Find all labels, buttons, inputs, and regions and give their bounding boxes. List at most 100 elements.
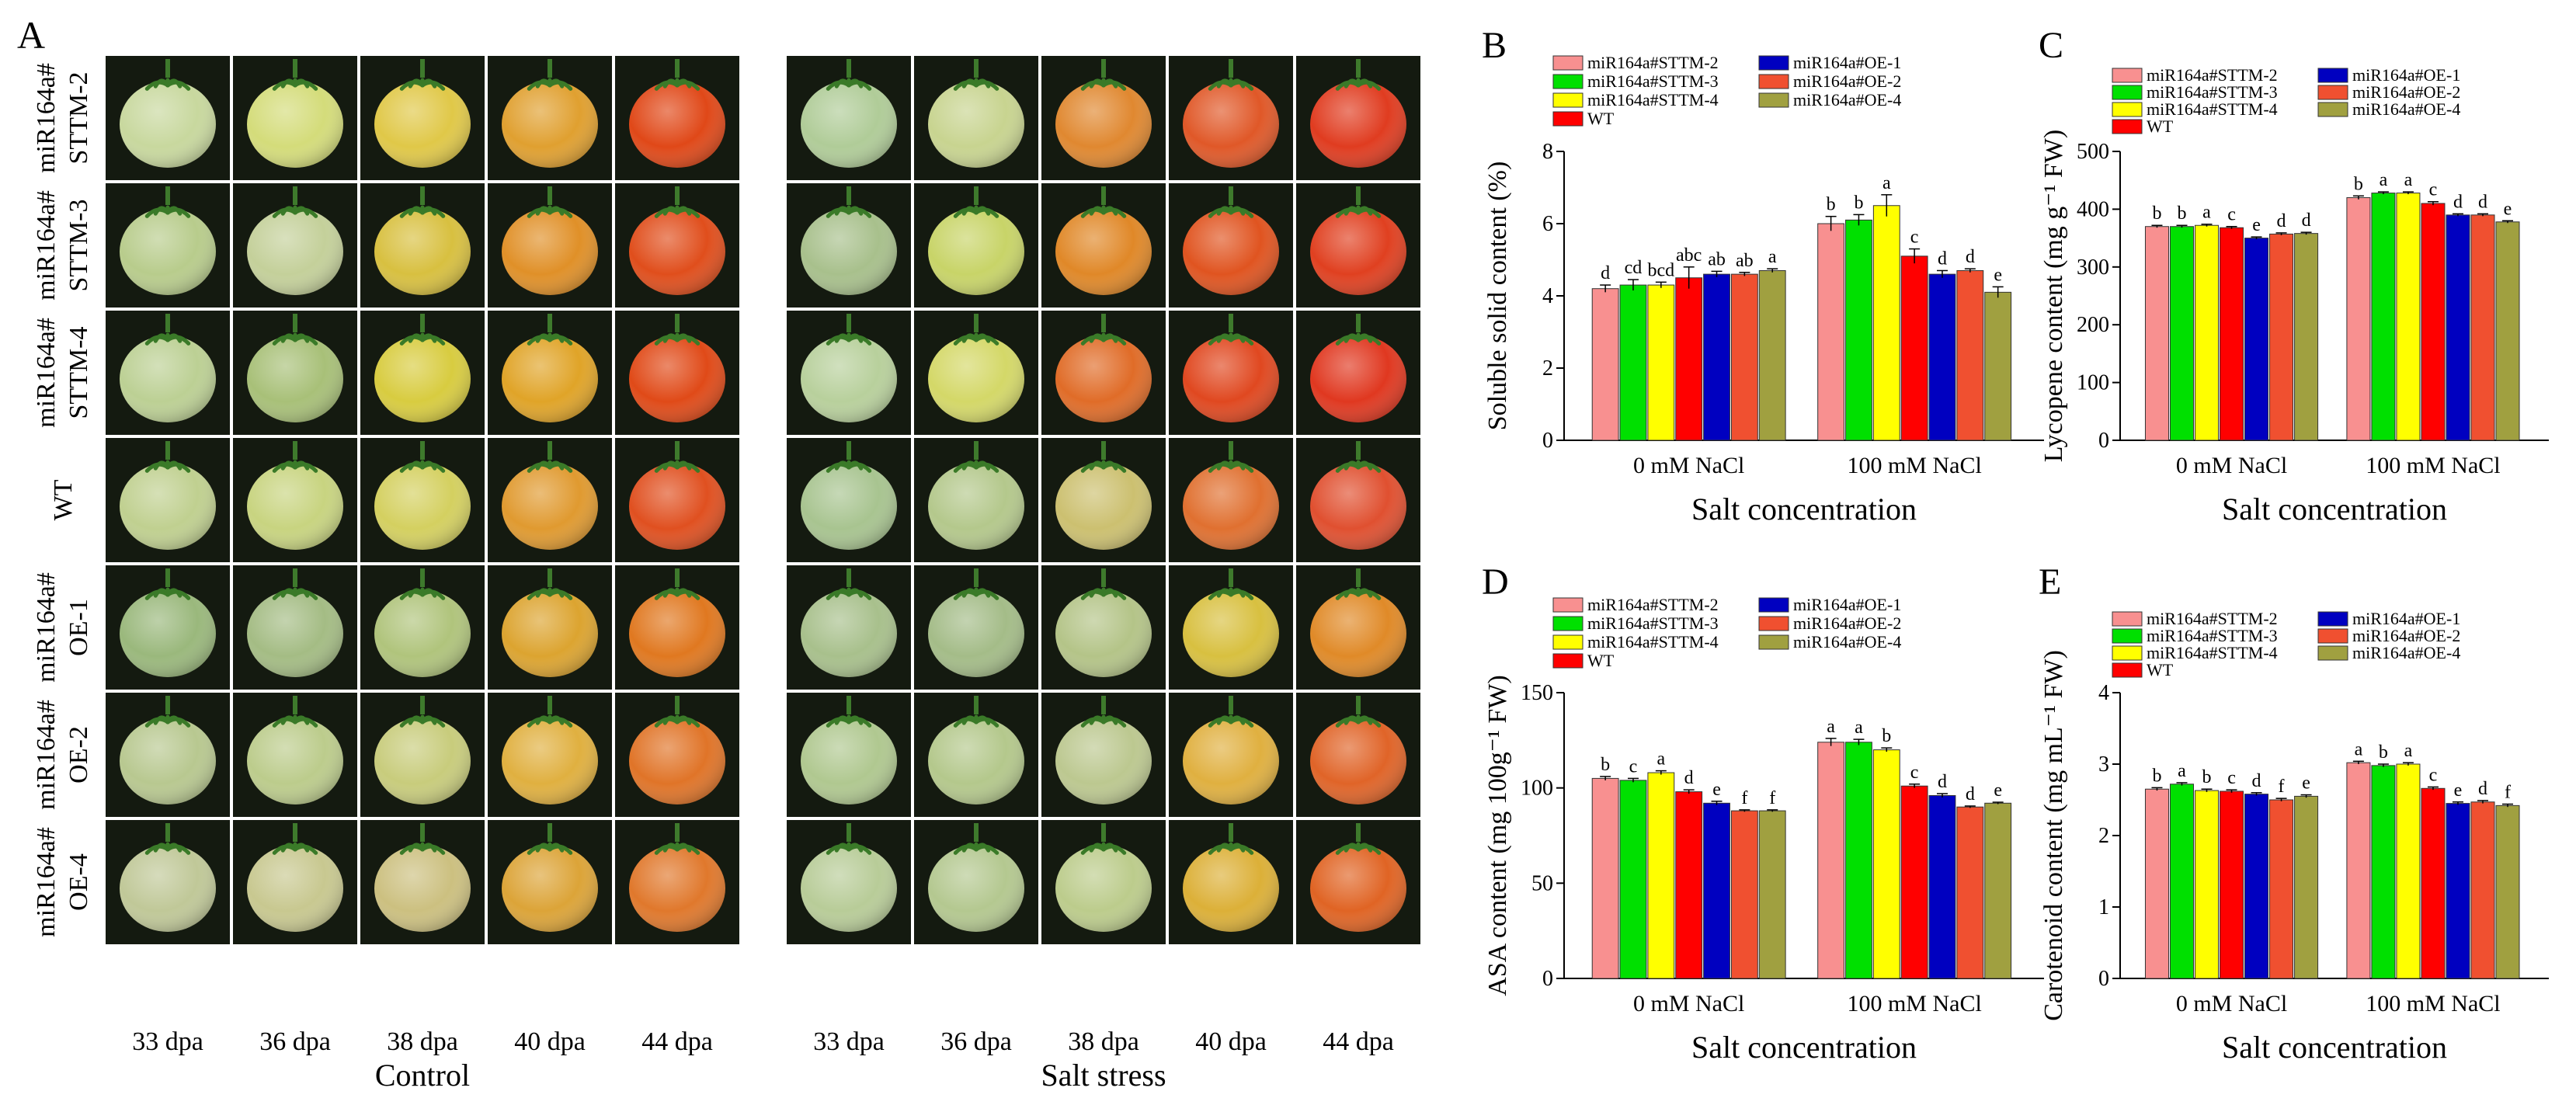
fruit-photo <box>615 565 739 690</box>
sepal <box>165 207 191 218</box>
stem <box>165 568 170 587</box>
fruit-shading <box>1310 81 1406 168</box>
x-axis-title: Salt concentration <box>2222 1030 2447 1065</box>
stem <box>974 696 979 714</box>
fruit-photo <box>1296 56 1420 180</box>
calyx <box>527 59 573 91</box>
fruit-shading <box>1310 208 1406 295</box>
y-tick-label: 100 <box>1521 777 1553 801</box>
legend-label: miR164a#OE-4 <box>2352 99 2460 119</box>
legend-label: miR164a#OE-1 <box>2352 65 2460 85</box>
stem <box>1356 314 1361 332</box>
sepal <box>1229 80 1254 91</box>
calyx <box>953 59 999 91</box>
stem <box>846 568 851 587</box>
legend-swatch <box>2317 628 2348 644</box>
stem <box>293 823 297 842</box>
fruit-photo <box>1169 56 1293 180</box>
legend-swatch <box>1758 74 1789 89</box>
x-tick-label: 0 mM NaCl <box>2176 991 2287 1016</box>
legend-swatch <box>1552 111 1583 127</box>
fruit-photo <box>488 56 612 180</box>
sepal <box>846 717 872 728</box>
bar <box>2244 794 2269 979</box>
significance-letter: f <box>1769 788 1775 808</box>
fruit-shading <box>247 81 343 168</box>
legend-swatch <box>2112 68 2143 83</box>
sepal <box>1101 462 1127 473</box>
fruit-shading <box>374 335 471 422</box>
calyx <box>654 59 700 91</box>
stem <box>846 823 851 842</box>
stem <box>420 314 425 332</box>
sepal <box>548 462 573 473</box>
fruit-shading <box>1310 335 1406 422</box>
fruit-photo <box>360 183 485 308</box>
fruit-shading <box>928 335 1024 422</box>
calyx <box>1335 441 1382 473</box>
fruit-photo <box>787 183 911 308</box>
calyx <box>399 568 446 600</box>
day-label: 38 dpa <box>387 1027 458 1056</box>
significance-letter: d <box>2302 210 2311 231</box>
stem <box>165 314 170 332</box>
legend-swatch <box>2112 85 2143 100</box>
bar <box>1984 291 2012 441</box>
significance-letter: b <box>2177 203 2186 224</box>
calyx <box>1335 696 1382 728</box>
stem <box>974 568 979 587</box>
sepal <box>293 207 318 218</box>
fruit-shading <box>801 718 897 804</box>
y-tick-label: 400 <box>2077 197 2109 221</box>
calyx <box>1335 314 1382 346</box>
x-tick-label: 0 mM NaCl <box>1633 991 1744 1016</box>
stem <box>420 59 425 78</box>
fruit-shading <box>120 463 216 550</box>
fruit-photo <box>106 820 230 944</box>
significance-letter: a <box>2404 741 2413 761</box>
panel-letter: B <box>1482 25 1507 66</box>
fruit-shading <box>1055 335 1152 422</box>
bar <box>2371 765 2396 979</box>
row-label: miR164a# OE-2 <box>32 700 93 810</box>
calyx <box>654 441 700 473</box>
fruit-photo <box>106 183 230 308</box>
fruit-photo <box>1169 565 1293 690</box>
stem <box>846 314 851 332</box>
stem <box>548 441 552 460</box>
legend: miR164a#STTM-2miR164a#STTM-3miR164a#STTM… <box>2112 609 2460 679</box>
calyx <box>1080 186 1127 218</box>
day-label: 44 dpa <box>1323 1027 1394 1056</box>
x-tick-label: 100 mM NaCl <box>1847 991 1981 1016</box>
row-label-line: STTM-4 <box>64 327 93 419</box>
sepal <box>675 462 700 473</box>
fruit-photo <box>1041 693 1166 817</box>
fruit-shading <box>1183 845 1279 932</box>
fruit-shading <box>374 81 471 168</box>
fruit-shading <box>247 208 343 295</box>
calyx <box>1080 314 1127 346</box>
legend-label: miR164a#STTM-4 <box>1587 90 1719 109</box>
fruit-shading <box>629 845 725 932</box>
calyx <box>144 186 191 218</box>
fruit-photo <box>1041 56 1166 180</box>
sepal <box>675 844 700 855</box>
fruit-shading <box>502 463 598 550</box>
calyx <box>1208 696 1254 728</box>
condition-label: Control <box>375 1058 470 1093</box>
stem <box>974 441 979 460</box>
bar <box>1845 219 1872 441</box>
bar <box>2346 197 2371 441</box>
bar <box>2495 221 2520 441</box>
stem <box>548 186 552 205</box>
calyx <box>953 441 999 473</box>
fruit-shading <box>247 590 343 677</box>
sepal <box>293 589 318 600</box>
fruit-shading <box>928 590 1024 677</box>
fruit-shading <box>928 718 1024 804</box>
panel-letter: D <box>1482 561 1509 603</box>
bar <box>1956 806 1984 979</box>
sepal <box>1229 207 1254 218</box>
fruit-photo <box>914 693 1038 817</box>
